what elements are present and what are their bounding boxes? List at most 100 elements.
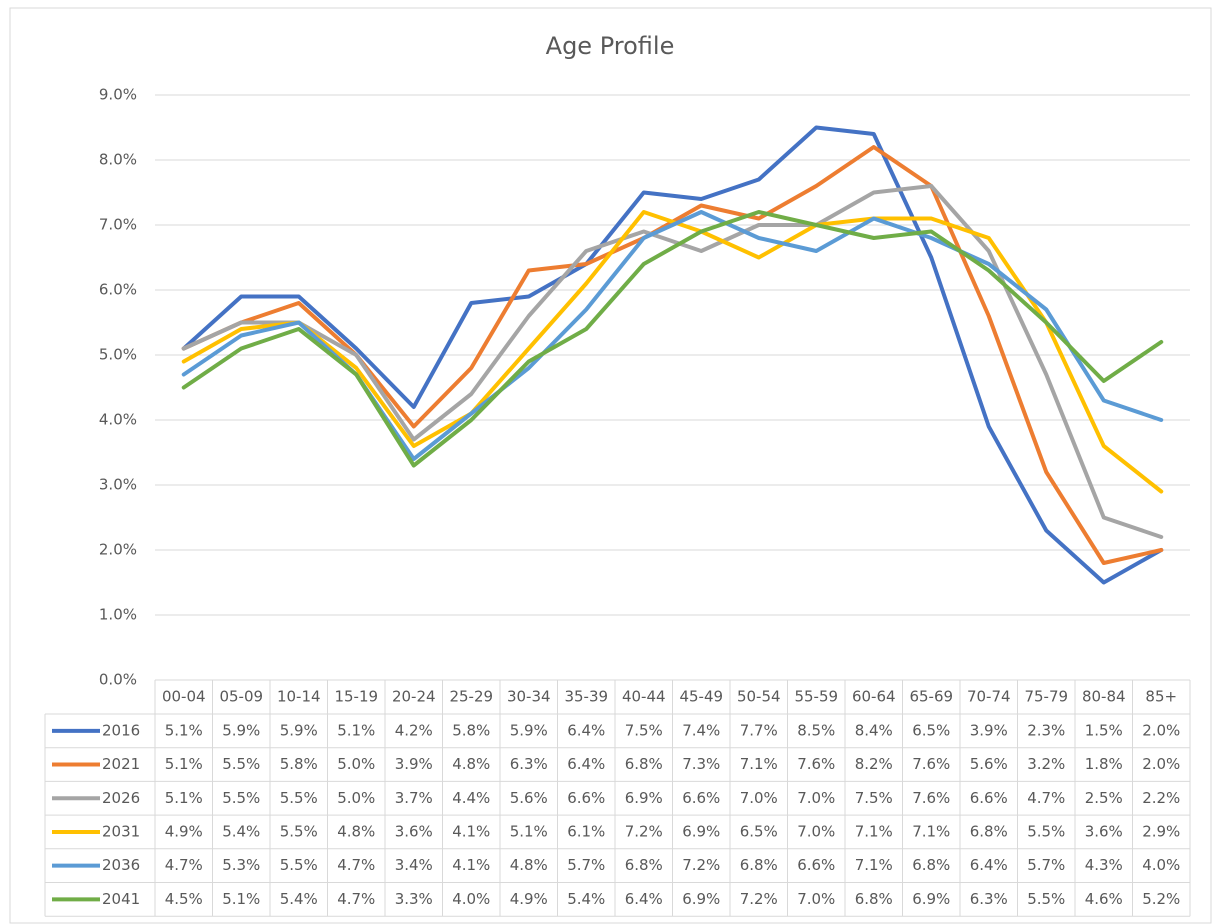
data-label: 6.6% bbox=[682, 789, 720, 807]
data-label: 7.0% bbox=[797, 822, 835, 840]
chart-border bbox=[9, 7, 1212, 924]
y-tick-label: 0.0% bbox=[99, 671, 137, 689]
data-label: 7.3% bbox=[682, 755, 720, 773]
data-label: 6.5% bbox=[912, 721, 950, 739]
data-label: 5.5% bbox=[280, 856, 318, 874]
y-tick-label: 7.0% bbox=[99, 216, 137, 234]
data-label: 5.1% bbox=[165, 789, 203, 807]
data-label: 8.2% bbox=[855, 755, 893, 773]
data-label: 3.9% bbox=[970, 721, 1008, 739]
x-tick-label: 40-44 bbox=[622, 688, 666, 706]
x-tick-label: 20-24 bbox=[392, 688, 436, 706]
data-label: 4.6% bbox=[1085, 890, 1123, 908]
data-label: 6.4% bbox=[567, 755, 605, 773]
x-tick-label: 35-39 bbox=[564, 688, 608, 706]
data-label: 5.6% bbox=[510, 789, 548, 807]
data-label: 2.0% bbox=[1142, 721, 1180, 739]
y-tick-label: 5.0% bbox=[99, 346, 137, 364]
data-label: 5.1% bbox=[337, 721, 375, 739]
x-tick-label: 55-59 bbox=[794, 688, 838, 706]
x-tick-label: 75-79 bbox=[1024, 688, 1068, 706]
x-tick-label: 60-64 bbox=[852, 688, 896, 706]
data-label: 6.3% bbox=[510, 755, 548, 773]
data-label: 6.8% bbox=[625, 856, 663, 874]
x-tick-label: 15-19 bbox=[334, 688, 378, 706]
data-label: 3.6% bbox=[1085, 822, 1123, 840]
legend-label: 2021 bbox=[102, 755, 140, 773]
data-label: 2.2% bbox=[1142, 789, 1180, 807]
x-tick-label: 65-69 bbox=[909, 688, 953, 706]
y-tick-label: 8.0% bbox=[99, 151, 137, 169]
data-label: 5.9% bbox=[510, 721, 548, 739]
data-label: 7.2% bbox=[625, 822, 663, 840]
data-label: 4.8% bbox=[337, 822, 375, 840]
x-tick-label: 00-04 bbox=[162, 688, 206, 706]
data-label: 4.1% bbox=[452, 856, 490, 874]
data-label: 7.2% bbox=[682, 856, 720, 874]
data-label: 7.2% bbox=[740, 890, 778, 908]
y-tick-label: 6.0% bbox=[99, 281, 137, 299]
x-tick-label: 50-54 bbox=[737, 688, 781, 706]
y-tick-label: 9.0% bbox=[99, 86, 137, 104]
data-label: 7.1% bbox=[855, 856, 893, 874]
data-label: 7.0% bbox=[797, 789, 835, 807]
data-label: 2.0% bbox=[1142, 755, 1180, 773]
x-tick-label: 85+ bbox=[1145, 688, 1177, 706]
legend-label: 2036 bbox=[102, 856, 140, 874]
data-label: 2.9% bbox=[1142, 822, 1180, 840]
data-label: 5.7% bbox=[1027, 856, 1065, 874]
data-label: 5.5% bbox=[222, 789, 260, 807]
x-tick-label: 25-29 bbox=[449, 688, 493, 706]
x-tick-label: 80-84 bbox=[1082, 688, 1126, 706]
data-label: 5.4% bbox=[280, 890, 318, 908]
data-label: 4.7% bbox=[165, 856, 203, 874]
data-label: 4.4% bbox=[452, 789, 490, 807]
data-label: 7.0% bbox=[740, 789, 778, 807]
data-label: 4.7% bbox=[337, 890, 375, 908]
data-label: 5.8% bbox=[452, 721, 490, 739]
data-label: 5.6% bbox=[970, 755, 1008, 773]
legend-label: 2026 bbox=[102, 789, 140, 807]
data-label: 4.0% bbox=[1142, 856, 1180, 874]
y-tick-label: 2.0% bbox=[99, 541, 137, 559]
data-label: 3.2% bbox=[1027, 755, 1065, 773]
data-label: 6.9% bbox=[625, 789, 663, 807]
data-label: 4.7% bbox=[1027, 789, 1065, 807]
data-label: 3.4% bbox=[395, 856, 433, 874]
data-label: 6.6% bbox=[567, 789, 605, 807]
data-label: 5.1% bbox=[165, 755, 203, 773]
y-tick-label: 1.0% bbox=[99, 606, 137, 624]
x-tick-label: 45-49 bbox=[679, 688, 723, 706]
data-label: 5.5% bbox=[1027, 890, 1065, 908]
data-label: 5.7% bbox=[567, 856, 605, 874]
data-label: 4.3% bbox=[1085, 856, 1123, 874]
data-label: 5.5% bbox=[222, 755, 260, 773]
data-label: 5.1% bbox=[510, 822, 548, 840]
data-label: 5.4% bbox=[222, 822, 260, 840]
data-label: 4.0% bbox=[452, 890, 490, 908]
data-label: 5.8% bbox=[280, 755, 318, 773]
legend-label: 2031 bbox=[102, 822, 140, 840]
data-label: 8.4% bbox=[855, 721, 893, 739]
data-label: 7.1% bbox=[912, 822, 950, 840]
x-tick-label: 30-34 bbox=[507, 688, 551, 706]
x-tick-label: 05-09 bbox=[219, 688, 263, 706]
data-label: 6.6% bbox=[797, 856, 835, 874]
data-label: 7.7% bbox=[740, 721, 778, 739]
data-label: 6.3% bbox=[970, 890, 1008, 908]
series-line bbox=[181, 210, 1164, 468]
data-label: 5.9% bbox=[280, 721, 318, 739]
legend-label: 2016 bbox=[102, 721, 140, 739]
x-tick-label: 70-74 bbox=[967, 688, 1011, 706]
legend-label: 2041 bbox=[102, 890, 140, 908]
data-label: 4.8% bbox=[510, 856, 548, 874]
data-label: 8.5% bbox=[797, 721, 835, 739]
series-line bbox=[181, 125, 1164, 585]
data-label: 7.1% bbox=[740, 755, 778, 773]
x-tick-label: 10-14 bbox=[277, 688, 321, 706]
chart-title: Age Profile bbox=[546, 32, 675, 60]
data-label: 5.5% bbox=[1027, 822, 1065, 840]
data-label: 6.8% bbox=[970, 822, 1008, 840]
data-label: 4.8% bbox=[452, 755, 490, 773]
